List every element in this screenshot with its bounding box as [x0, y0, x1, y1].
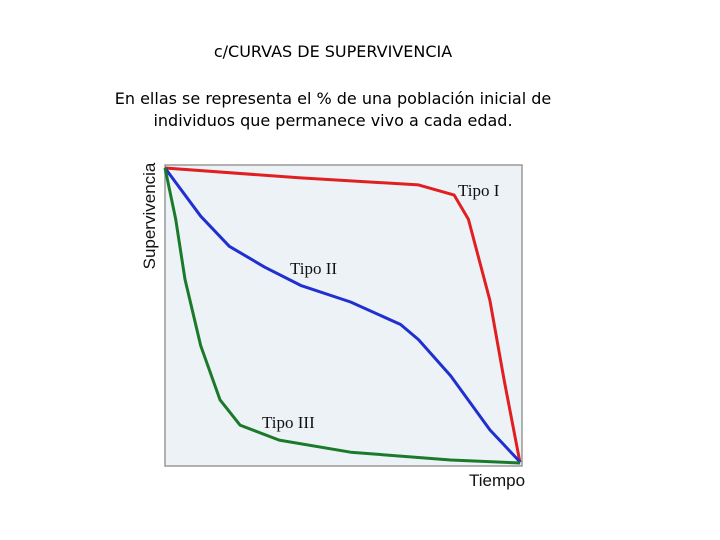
- curve-label: Tipo III: [262, 413, 315, 432]
- survival-curve: [163, 167, 521, 465]
- curve-label: Tipo I: [458, 181, 500, 200]
- survival-curve: [163, 167, 522, 464]
- text-line: En ellas se representa el % de una pobla…: [115, 89, 551, 108]
- text-line: individuos que permanece vivo a cada eda…: [153, 111, 512, 130]
- survival-curve: [164, 166, 522, 463]
- y-axis-label: Supervivencia: [140, 162, 159, 269]
- x-axis-label: Tiempo: [469, 471, 525, 490]
- plot-area: [164, 164, 523, 467]
- slide-title: c/CURVAS DE SUPERVIVENCIA: [214, 42, 452, 61]
- curve-label: Tipo II: [290, 259, 337, 278]
